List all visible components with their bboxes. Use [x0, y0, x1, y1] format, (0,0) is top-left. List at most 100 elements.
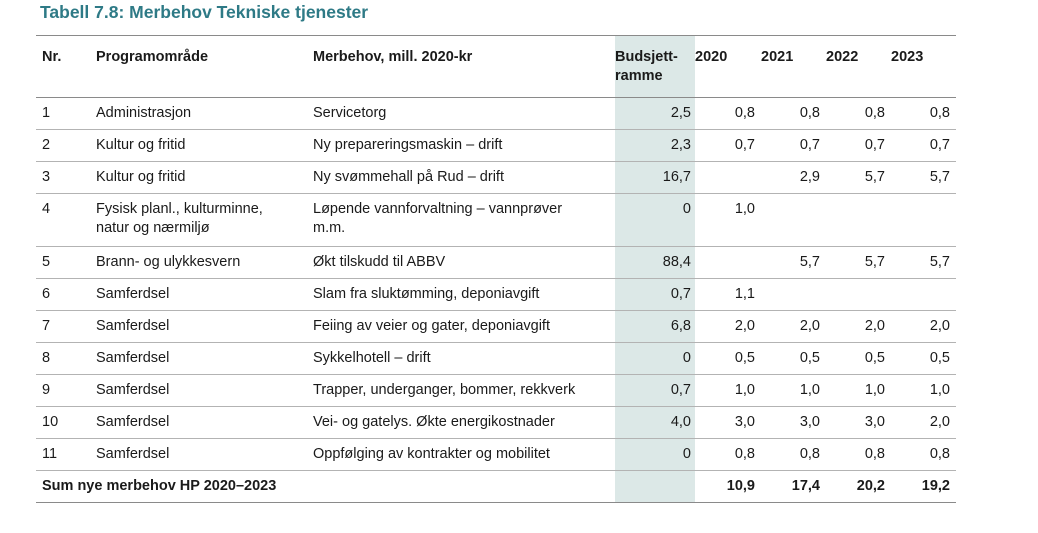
- cell-programomrade: Samferdsel: [96, 438, 313, 471]
- sum-2021: 17,4: [761, 470, 826, 503]
- header-budsjettramme-line1: Budsjett-: [615, 49, 678, 65]
- header-merbehov: Merbehov, mill. 2020-kr: [313, 35, 615, 98]
- header-2022: 2022: [826, 35, 891, 98]
- cell-2022: [826, 278, 891, 311]
- cell-budsjettramme: 2,3: [615, 129, 695, 162]
- cell-programomrade: Brann- og ulykkesvern: [96, 246, 313, 279]
- cell-2020: [695, 246, 761, 279]
- cell-nr: 2: [36, 129, 96, 162]
- cell-programomrade: Samferdsel: [96, 278, 313, 311]
- header-2020: 2020: [695, 35, 761, 98]
- cell-budsjettramme: 6,8: [615, 310, 695, 343]
- cell-programomrade: Kultur og fritid: [96, 161, 313, 194]
- cell-2020: 0,8: [695, 438, 761, 471]
- cell-2022: 3,0: [826, 406, 891, 439]
- header-nr: Nr.: [36, 35, 96, 98]
- sum-2023: 19,2: [891, 470, 956, 503]
- cell-budsjettramme: 88,4: [615, 246, 695, 279]
- table-row: 5 Brann- og ulykkesvern Økt tilskudd til…: [36, 246, 956, 279]
- cell-2021: 2,9: [761, 161, 826, 194]
- header-2023: 2023: [891, 35, 956, 98]
- cell-merbehov: Ny prepareringsmaskin – drift: [313, 129, 615, 162]
- cell-2022: 0,5: [826, 342, 891, 375]
- cell-2023: 5,7: [891, 246, 956, 279]
- cell-merbehov-line2: m.m.: [313, 220, 346, 236]
- sum-row: Sum nye merbehov HP 2020–2023 10,9 17,4 …: [36, 470, 956, 503]
- cell-merbehov: Oppfølging av kontrakter og mobilitet: [313, 438, 615, 471]
- cell-2020: [695, 161, 761, 194]
- cell-2021: 2,0: [761, 310, 826, 343]
- cell-merbehov: Vei- og gatelys. Økte energikostnader: [313, 406, 615, 439]
- table-title: Tabell 7.8: Merbehov Tekniske tjenester: [40, 2, 369, 22]
- header-budsjettramme-line2: ramme: [615, 68, 663, 84]
- cell-merbehov: Trapper, underganger, bommer, rekkverk: [313, 374, 615, 407]
- merbehov-table: Nr. Programområde Merbehov, mill. 2020-k…: [36, 35, 956, 503]
- cell-budsjettramme: 0,7: [615, 278, 695, 311]
- cell-2021: 1,0: [761, 374, 826, 407]
- cell-2020: 2,0: [695, 310, 761, 343]
- cell-programomrade: Fysisk planl., kulturminne, natur og nærm…: [96, 193, 313, 247]
- cell-budsjettramme: 0: [615, 342, 695, 375]
- cell-nr: 5: [36, 246, 96, 279]
- cell-2023: 2,0: [891, 406, 956, 439]
- cell-programomrade: Samferdsel: [96, 374, 313, 407]
- header-row: Nr. Programområde Merbehov, mill. 2020-k…: [36, 35, 956, 98]
- sum-label: Sum nye merbehov HP 2020–2023: [36, 470, 615, 503]
- table-row: 2 Kultur og fritid Ny prepareringsmaskin…: [36, 129, 956, 162]
- cell-2022: [826, 193, 891, 247]
- cell-nr: 4: [36, 193, 96, 247]
- cell-nr: 6: [36, 278, 96, 311]
- cell-2023: 0,8: [891, 438, 956, 471]
- cell-merbehov: Feiing av veier og gater, deponiavgift: [313, 310, 615, 343]
- cell-budsjettramme: 0: [615, 438, 695, 471]
- cell-budsjettramme: 2,5: [615, 97, 695, 130]
- cell-2023: 1,0: [891, 374, 956, 407]
- cell-programomrade-line1: Fysisk planl., kulturminne,: [96, 201, 263, 217]
- header-programomrade: Programområde: [96, 35, 313, 98]
- cell-2023: 2,0: [891, 310, 956, 343]
- table-row: 4 Fysisk planl., kulturminne, natur og næ…: [36, 193, 956, 247]
- cell-merbehov-line1: Løpende vannforvaltning – vannprøver: [313, 201, 563, 217]
- cell-merbehov: Økt tilskudd til ABBV: [313, 246, 615, 279]
- table-row: 10 Samferdsel Vei- og gatelys. Økte ener…: [36, 406, 956, 439]
- cell-2021: 0,8: [761, 438, 826, 471]
- cell-nr: 10: [36, 406, 96, 439]
- cell-2020: 0,5: [695, 342, 761, 375]
- cell-2020: 0,7: [695, 129, 761, 162]
- cell-2020: 3,0: [695, 406, 761, 439]
- sum-budsjettramme: [615, 470, 695, 503]
- cell-programomrade: Samferdsel: [96, 310, 313, 343]
- table-row: 1 Administrasjon Servicetorg 2,5 0,8 0,8…: [36, 97, 956, 130]
- cell-programomrade: Kultur og fritid: [96, 129, 313, 162]
- table-row: 3 Kultur og fritid Ny svømmehall på Rud …: [36, 161, 956, 194]
- table-row: 7 Samferdsel Feiing av veier og gater, d…: [36, 310, 956, 343]
- cell-nr: 1: [36, 97, 96, 130]
- cell-2022: 0,8: [826, 438, 891, 471]
- cell-2020: 0,8: [695, 97, 761, 130]
- cell-merbehov: Løpende vannforvaltning – vannprøver m.m.: [313, 193, 615, 247]
- cell-merbehov: Sykkelhotell – drift: [313, 342, 615, 375]
- cell-2020: 1,1: [695, 278, 761, 311]
- sum-2020: 10,9: [695, 470, 761, 503]
- cell-programomrade-line2: natur og nærmiljø: [96, 220, 210, 236]
- cell-2021: 0,8: [761, 97, 826, 130]
- cell-2023: 0,7: [891, 129, 956, 162]
- header-2021: 2021: [761, 35, 826, 98]
- cell-programomrade: Samferdsel: [96, 406, 313, 439]
- cell-2023: 0,8: [891, 97, 956, 130]
- cell-2021: 0,5: [761, 342, 826, 375]
- cell-budsjettramme: 4,0: [615, 406, 695, 439]
- cell-2022: 0,8: [826, 97, 891, 130]
- cell-nr: 7: [36, 310, 96, 343]
- table-row: 11 Samferdsel Oppfølging av kontrakter o…: [36, 438, 956, 471]
- cell-nr: 11: [36, 438, 96, 471]
- cell-merbehov: Slam fra sluktømming, deponiavgift: [313, 278, 615, 311]
- cell-2022: 5,7: [826, 161, 891, 194]
- cell-nr: 3: [36, 161, 96, 194]
- cell-merbehov: Ny svømmehall på Rud – drift: [313, 161, 615, 194]
- cell-budsjettramme: 16,7: [615, 161, 695, 194]
- cell-2021: [761, 193, 826, 247]
- table-row: 9 Samferdsel Trapper, underganger, bomme…: [36, 374, 956, 407]
- cell-2023: 0,5: [891, 342, 956, 375]
- cell-2020: 1,0: [695, 374, 761, 407]
